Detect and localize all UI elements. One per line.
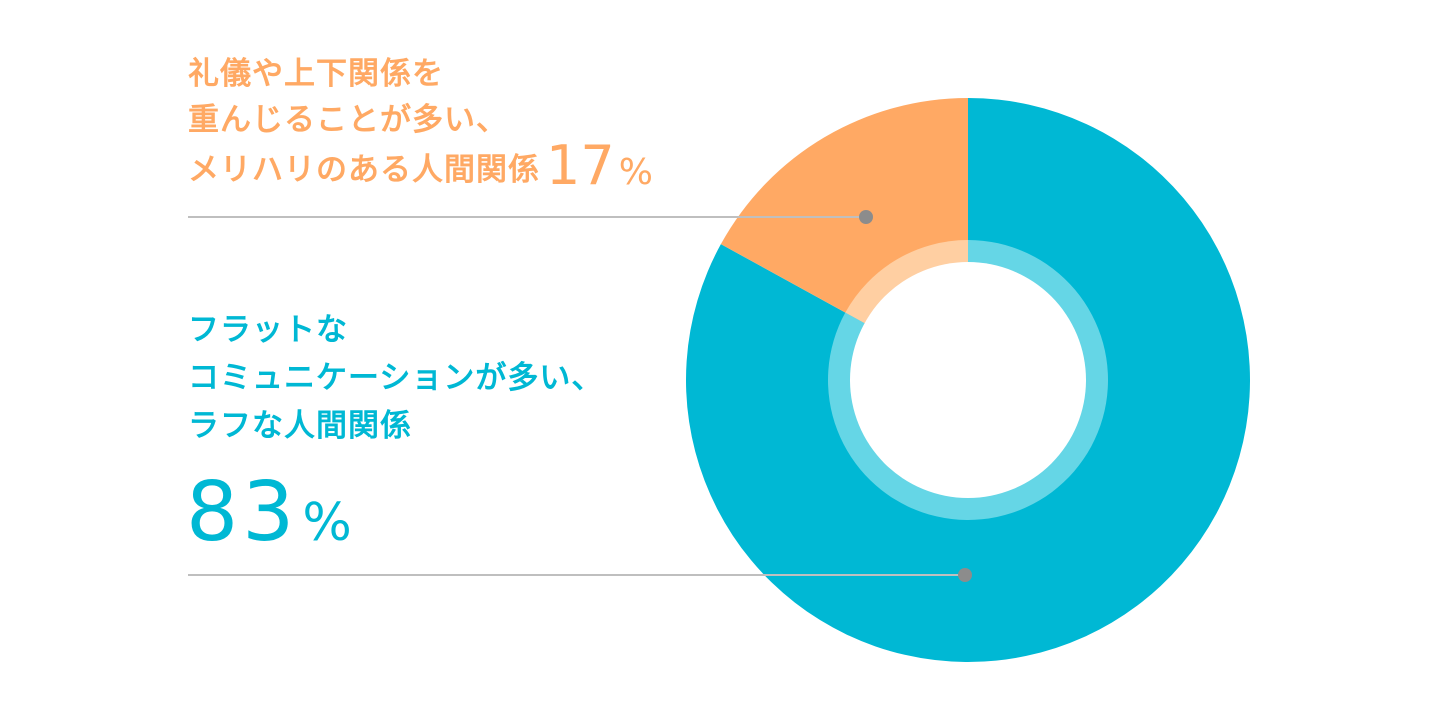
- orange-percentage-value: 17: [546, 134, 615, 197]
- blue-label-line-3: ラフな人間関係: [188, 408, 412, 444]
- blue-label-line-2: コミュニケーションが多い、: [188, 360, 603, 396]
- orange-label-line-2: 重んじることが多い、: [188, 102, 508, 138]
- slice-label-blue: フラットな コミュニケーションが多い、 ラフな人間関係 83%: [186, 312, 603, 560]
- slice-label-orange: 礼儀や上下関係を 重んじることが多い、 メリハリのある人間関係 17%: [188, 56, 653, 197]
- leader-dot-blue: [958, 568, 972, 582]
- leader-lines: [188, 210, 972, 582]
- orange-percentage-unit: %: [619, 152, 653, 193]
- blue-label-line-1: フラットな: [188, 312, 348, 348]
- orange-label-line-1: 礼儀や上下関係を: [188, 56, 444, 92]
- orange-label-line-3: メリハリのある人間関係: [188, 152, 540, 188]
- blue-percentage-value: 83: [186, 465, 298, 560]
- leader-dot-orange: [859, 210, 873, 224]
- orange-percentage: 17%: [546, 134, 653, 197]
- blue-percentage: 83%: [186, 465, 356, 560]
- donut-hole: [850, 262, 1086, 498]
- blue-percentage-unit: %: [302, 493, 355, 553]
